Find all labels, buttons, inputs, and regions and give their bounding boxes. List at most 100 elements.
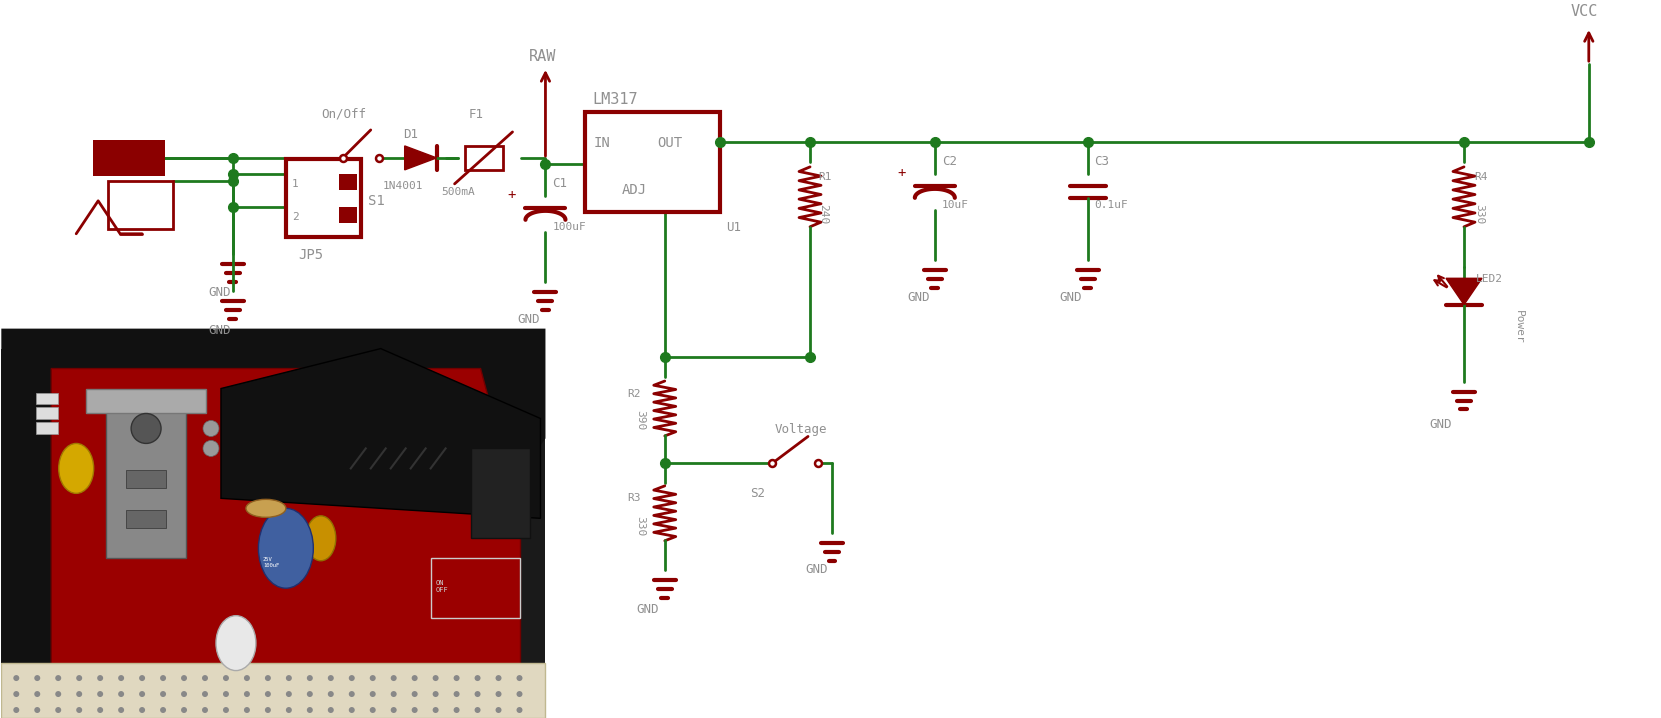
Bar: [108, 181, 173, 229]
Polygon shape: [106, 409, 186, 559]
Text: S2: S2: [751, 488, 766, 500]
Circle shape: [495, 691, 502, 697]
Circle shape: [96, 707, 103, 713]
Circle shape: [307, 707, 312, 713]
Circle shape: [412, 707, 417, 713]
Circle shape: [55, 675, 61, 681]
Circle shape: [286, 707, 292, 713]
Bar: [465, 146, 503, 170]
Text: GND: GND: [208, 324, 231, 337]
Circle shape: [432, 675, 439, 681]
Circle shape: [349, 675, 355, 681]
Circle shape: [96, 691, 103, 697]
Bar: [430, 559, 520, 618]
Polygon shape: [1447, 279, 1482, 304]
Text: 330: 330: [635, 516, 644, 536]
Text: D1: D1: [402, 128, 417, 141]
Circle shape: [223, 707, 229, 713]
Polygon shape: [405, 146, 437, 170]
Circle shape: [264, 675, 271, 681]
Text: 10uF: 10uF: [942, 200, 968, 210]
Text: IN: IN: [593, 136, 610, 150]
Circle shape: [286, 691, 292, 697]
Text: LM317: LM317: [593, 92, 638, 107]
Circle shape: [181, 675, 188, 681]
Text: ADJ: ADJ: [621, 183, 646, 197]
Text: R4: R4: [1473, 172, 1488, 182]
Text: JP5: JP5: [297, 248, 322, 262]
Text: 500mA: 500mA: [442, 187, 475, 197]
Circle shape: [244, 707, 249, 713]
Text: +: +: [508, 188, 517, 202]
Circle shape: [35, 675, 40, 681]
Text: U1: U1: [726, 220, 741, 234]
Ellipse shape: [216, 615, 256, 671]
Text: GND: GND: [907, 291, 930, 304]
Text: GND: GND: [208, 286, 231, 299]
Circle shape: [412, 691, 417, 697]
Circle shape: [475, 707, 480, 713]
Text: ON
OFF: ON OFF: [435, 580, 448, 593]
Circle shape: [517, 691, 523, 697]
Bar: [286, 159, 360, 237]
Circle shape: [223, 691, 229, 697]
Text: 0.1uF: 0.1uF: [1095, 200, 1128, 210]
Text: S1: S1: [367, 194, 384, 208]
Circle shape: [76, 691, 81, 697]
Text: 1: 1: [292, 180, 299, 190]
Circle shape: [223, 675, 229, 681]
Bar: [470, 449, 530, 538]
Text: F1: F1: [468, 108, 483, 121]
Circle shape: [475, 675, 480, 681]
Circle shape: [517, 675, 523, 681]
Circle shape: [370, 675, 375, 681]
Text: R2: R2: [626, 388, 641, 398]
Circle shape: [390, 707, 397, 713]
Circle shape: [475, 691, 480, 697]
Circle shape: [453, 691, 460, 697]
Bar: [2, 1, 91, 348]
Circle shape: [203, 421, 219, 437]
Bar: [37, 393, 58, 404]
Circle shape: [327, 707, 334, 713]
Circle shape: [140, 675, 145, 681]
Circle shape: [159, 675, 166, 681]
Bar: [37, 422, 58, 434]
Circle shape: [140, 707, 145, 713]
Circle shape: [13, 691, 20, 697]
Text: LED2: LED2: [1477, 274, 1503, 284]
Circle shape: [307, 675, 312, 681]
Circle shape: [203, 440, 219, 457]
Circle shape: [35, 707, 40, 713]
Circle shape: [13, 675, 20, 681]
Circle shape: [453, 675, 460, 681]
Text: 100uF: 100uF: [553, 222, 586, 232]
Text: C2: C2: [942, 155, 957, 168]
Bar: [585, 112, 721, 212]
Bar: [339, 207, 357, 223]
Text: VCC: VCC: [1571, 4, 1598, 19]
Circle shape: [244, 691, 249, 697]
Circle shape: [118, 707, 125, 713]
Circle shape: [55, 707, 61, 713]
Text: R1: R1: [817, 172, 832, 182]
Circle shape: [327, 675, 334, 681]
Circle shape: [13, 707, 20, 713]
Bar: [2, 663, 545, 718]
Circle shape: [203, 675, 208, 681]
Bar: [2, 329, 545, 718]
Text: GND: GND: [806, 563, 827, 577]
Circle shape: [118, 691, 125, 697]
Circle shape: [307, 691, 312, 697]
Ellipse shape: [306, 516, 336, 561]
Circle shape: [203, 707, 208, 713]
Circle shape: [35, 691, 40, 697]
Bar: [93, 140, 164, 176]
Text: OUT: OUT: [658, 136, 683, 150]
Circle shape: [140, 691, 145, 697]
Polygon shape: [221, 348, 540, 518]
Text: GND: GND: [1060, 291, 1081, 304]
Circle shape: [432, 691, 439, 697]
Circle shape: [495, 707, 502, 713]
Bar: [339, 174, 357, 190]
